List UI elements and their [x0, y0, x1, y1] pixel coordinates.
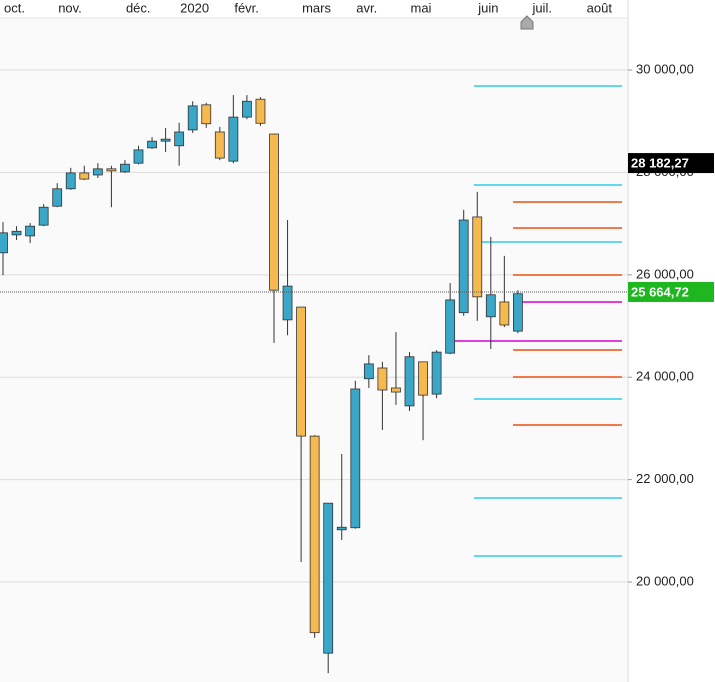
x-tick-label: nov.: [58, 0, 82, 15]
y-tick-label: 20 000,00: [636, 573, 694, 588]
candle-body: [499, 301, 510, 326]
candle-body: [160, 138, 171, 142]
y-tick-label: 30 000,00: [636, 61, 694, 76]
candle-body: [513, 293, 523, 332]
candle-body: [92, 168, 103, 176]
candle-body: [431, 351, 442, 395]
candle-body: [106, 168, 117, 172]
candle-body: [336, 526, 347, 531]
candle-body: [65, 172, 76, 190]
y-tick-label: 26 000,00: [636, 266, 694, 281]
candle-body: [363, 363, 374, 380]
candle-body: [404, 356, 415, 407]
price-marker-label: 28 182,27: [631, 156, 689, 171]
x-tick-label: mai: [411, 0, 432, 15]
y-tick-label: 22 000,00: [636, 471, 694, 486]
candle-body: [25, 225, 36, 237]
candle-body: [458, 219, 469, 314]
candle-body: [418, 361, 428, 396]
candle-body: [38, 206, 49, 226]
candle-body: [241, 100, 252, 118]
x-tick-label: juin: [477, 0, 498, 15]
price-marker: [628, 281, 714, 302]
candle-body: [52, 188, 63, 207]
price-marker: [628, 153, 714, 174]
candle-body: [147, 140, 157, 149]
x-tick-label: août: [587, 0, 613, 15]
x-tick-label: oct.: [4, 0, 25, 15]
x-tick-label: mars: [302, 0, 331, 15]
candle-body: [472, 216, 483, 298]
candle-body: [377, 367, 388, 391]
candle-body: [214, 131, 225, 159]
x-tick-label: juil.: [531, 0, 552, 15]
candle-body: [174, 131, 185, 147]
candle-body: [133, 149, 144, 164]
candle-body: [269, 133, 279, 291]
candle-body: [255, 98, 266, 124]
candle-body: [228, 116, 239, 162]
candle-body: [296, 306, 307, 437]
candle-body: [282, 285, 293, 321]
candle-body: [323, 502, 334, 654]
candle-body: [11, 230, 22, 236]
candle-body: [309, 435, 320, 634]
y-tick-label: 24 000,00: [636, 369, 694, 384]
candle-body: [445, 299, 456, 354]
x-tick-label: déc.: [126, 0, 151, 15]
marker-icon: [520, 15, 534, 30]
candle-body: [120, 163, 130, 173]
candle-body: [201, 104, 212, 125]
candle-body: [350, 388, 361, 529]
candle-body: [187, 105, 198, 131]
candle-body: [79, 172, 90, 180]
candle-body: [485, 294, 496, 318]
x-tick-label: avr.: [356, 0, 377, 15]
candle-body: [391, 387, 401, 393]
candle-body: [0, 232, 8, 254]
price-marker-label: 25 664,72: [631, 284, 689, 299]
x-tick-label: 2020: [180, 0, 209, 15]
x-tick-label: févr.: [234, 0, 259, 15]
